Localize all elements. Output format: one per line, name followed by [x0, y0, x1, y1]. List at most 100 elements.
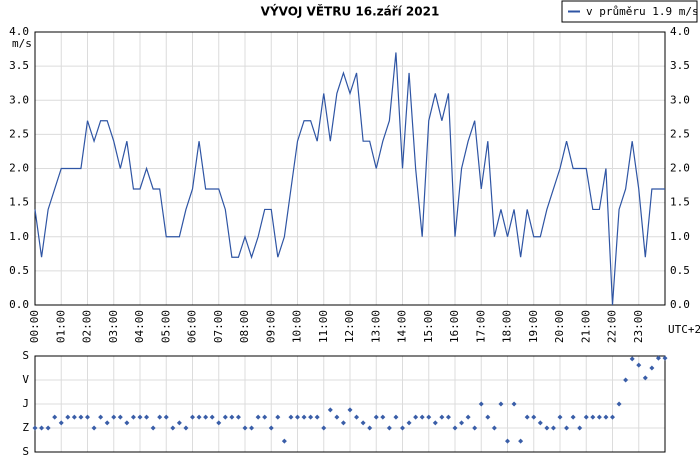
direction-point [636, 362, 642, 368]
direction-point [32, 425, 38, 431]
direction-point [255, 414, 261, 420]
direction-point [117, 414, 123, 420]
direction-point [98, 414, 104, 420]
direction-point [354, 414, 360, 420]
x-tick-label: 23:00 [632, 310, 645, 343]
direction-point [564, 425, 570, 431]
direction-point [511, 401, 517, 407]
direction-point [531, 414, 537, 420]
direction-point [295, 414, 300, 420]
x-tick-label: 09:00 [264, 310, 277, 343]
x-tick-label: 18:00 [501, 310, 514, 343]
direction-point [557, 414, 563, 420]
x-axis-label: UTC+2 [668, 323, 700, 336]
direction-point [544, 425, 550, 431]
x-tick-label: 22:00 [606, 310, 619, 343]
direction-point [413, 414, 419, 420]
x-tick-label: 12:00 [343, 310, 356, 343]
x-tick-label: 13:00 [369, 310, 382, 343]
direction-point [275, 414, 281, 420]
direction-point [104, 420, 110, 426]
direction-point [308, 414, 314, 420]
direction-point [419, 414, 425, 420]
y-tick-label: 3.0 [9, 93, 29, 106]
direction-point [203, 414, 209, 420]
direction-point [439, 414, 445, 420]
x-tick-label: 11:00 [317, 310, 330, 343]
direction-point [150, 425, 156, 431]
direction-point [334, 414, 340, 420]
direction-point [163, 414, 169, 420]
direction-point [327, 407, 333, 413]
y-tick-label: 2.0 [9, 162, 29, 175]
direction-point [472, 425, 478, 431]
direction-point [176, 420, 182, 426]
x-tick-label: 10:00 [291, 310, 304, 343]
direction-point [649, 365, 655, 371]
direction-point [229, 414, 235, 420]
x-tick-label: 04:00 [133, 310, 146, 343]
y-tick-label-right: 0.0 [670, 298, 690, 311]
x-tick-label: 21:00 [579, 310, 592, 343]
direction-point [314, 414, 320, 420]
direction-point [629, 356, 635, 362]
direction-point [288, 414, 294, 420]
y-tick-label: Z [22, 421, 29, 434]
direction-point [340, 420, 346, 426]
direction-point [465, 414, 471, 420]
y-tick-label: 4.0 [9, 25, 29, 38]
y-tick-label-right: 4.0 [670, 25, 690, 38]
y-axis-label: m/s [12, 37, 32, 50]
direction-point [498, 401, 504, 407]
direction-point [505, 438, 510, 444]
y-tick-label-right: 0.5 [670, 264, 690, 277]
y-tick-label: 1.0 [9, 230, 29, 243]
direction-point [242, 425, 248, 431]
direction-point [642, 375, 648, 381]
y-tick-label: 0.5 [9, 264, 29, 277]
y-tick-label-right: 2.0 [670, 162, 690, 175]
direction-point [111, 414, 117, 420]
direction-point [58, 420, 64, 426]
plot-frame [34, 31, 666, 306]
legend-box [561, 0, 698, 23]
direction-point [130, 414, 136, 420]
direction-point [550, 425, 556, 431]
x-tick-label: 19:00 [527, 310, 540, 343]
direction-point [445, 414, 451, 420]
direction-point [524, 414, 530, 420]
x-tick-label: 08:00 [238, 310, 251, 343]
y-tick-label-right: 2.5 [670, 127, 690, 140]
y-tick-label: 3.5 [9, 59, 29, 72]
y-tick-label: 0.0 [9, 298, 29, 311]
direction-point [537, 420, 543, 426]
direction-point [386, 425, 392, 431]
direction-point [367, 425, 373, 431]
direction-point [124, 420, 130, 426]
direction-point [432, 420, 438, 426]
direction-point [616, 401, 622, 407]
direction-point [216, 420, 222, 426]
direction-point [39, 425, 45, 431]
direction-point [491, 425, 497, 431]
x-tick-label: 02:00 [81, 310, 94, 343]
x-tick-label: 16:00 [448, 310, 461, 343]
direction-point [596, 414, 602, 420]
y-tick-label-right: 3.5 [670, 59, 690, 72]
direction-point [583, 414, 589, 420]
y-tick-label: V [22, 373, 29, 386]
y-tick-label-right: 1.0 [670, 230, 690, 243]
direction-point [426, 414, 432, 420]
direction-point [301, 414, 307, 420]
direction-point [603, 414, 609, 420]
direction-point [222, 414, 228, 420]
x-tick-label: 17:00 [474, 310, 487, 343]
direction-point [268, 425, 274, 431]
direction-point [196, 414, 202, 420]
x-tick-label: 06:00 [186, 310, 199, 343]
x-tick-label: 03:00 [107, 310, 120, 343]
direction-point [281, 438, 287, 444]
x-tick-label: 05:00 [159, 310, 172, 343]
direction-point [570, 414, 576, 420]
